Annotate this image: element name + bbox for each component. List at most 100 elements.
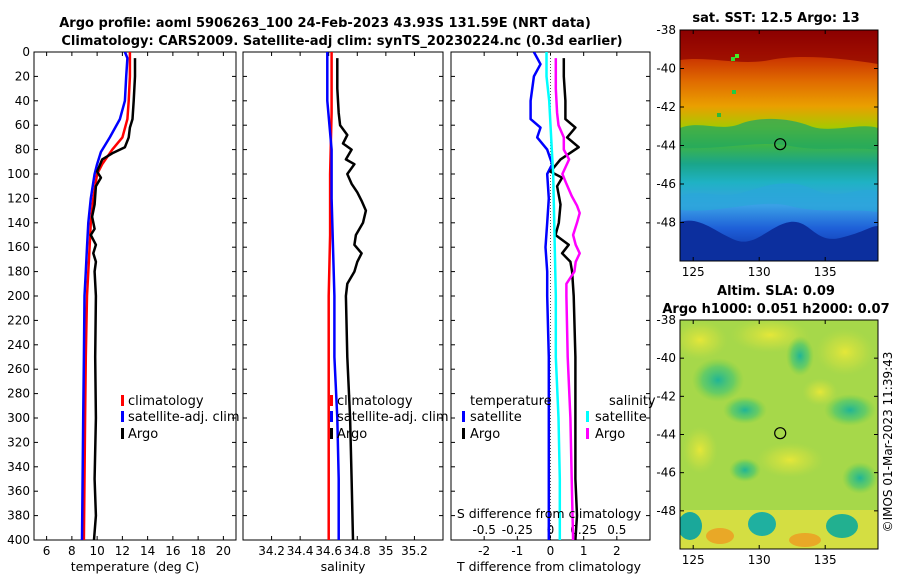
x-tick-label: -1 xyxy=(511,544,523,558)
x-tick-label: 34.8 xyxy=(344,544,371,558)
x-tick-label: -2 xyxy=(478,544,490,558)
top-x-tick-label: -0.25 xyxy=(502,523,533,537)
map-y-tick-label: -48 xyxy=(656,216,676,230)
y-tick-label: 360 xyxy=(7,484,30,498)
y-tick-label: 20 xyxy=(15,69,30,83)
series-line-satellite-adj-clim xyxy=(326,52,340,540)
top-x-tick-label: 0.5 xyxy=(607,523,626,537)
sla-blob xyxy=(692,358,744,402)
sla-blob xyxy=(815,328,875,376)
sla-blob xyxy=(826,514,858,538)
x-tick-label: 8 xyxy=(68,544,76,558)
legend-label: climatology xyxy=(128,394,204,409)
salinity-axes xyxy=(242,51,444,541)
sla-blob xyxy=(729,458,761,482)
map-y-tick-label: -38 xyxy=(656,313,676,327)
map-x-tick-label: 130 xyxy=(748,265,771,279)
x-tick-label: 14 xyxy=(140,544,155,558)
x-tick-label: 12 xyxy=(115,544,130,558)
figure-title-line2: Climatology: CARS2009. Satellite-adj cli… xyxy=(61,34,622,49)
y-tick-label: 140 xyxy=(7,216,30,230)
y-tick-label: 280 xyxy=(7,387,30,401)
series-line-temperature-argo xyxy=(549,58,580,540)
x-tick-label: 34.6 xyxy=(315,544,342,558)
y-tick-label: 160 xyxy=(7,240,30,254)
x-tick-label: 1 xyxy=(580,544,588,558)
map-y-tick-label: -44 xyxy=(656,428,676,442)
y-tick-label: 100 xyxy=(7,167,30,181)
map-y-tick-label: -42 xyxy=(656,389,676,403)
map-y-tick-label: -42 xyxy=(656,100,676,114)
map-y-tick-label: -40 xyxy=(656,62,676,76)
series-line-argo xyxy=(336,58,368,540)
x-tick-label: 10 xyxy=(89,544,104,558)
sla-blob xyxy=(824,394,876,426)
axis-ticks: 0204060801001201401601802002202402602803… xyxy=(7,45,650,558)
sla-blob xyxy=(682,426,718,474)
y-tick-label: 320 xyxy=(7,435,30,449)
map-y-tick-label: -46 xyxy=(656,466,676,480)
sst-warm-band xyxy=(680,30,878,64)
y-tick-label: 120 xyxy=(7,191,30,205)
sla-blob xyxy=(756,442,824,478)
legend-title-salinity: salinity xyxy=(609,394,656,409)
series-line-climatology xyxy=(82,52,132,540)
sla-map-title-line2: Argo h1000: 0.051 h2000: 0.07 xyxy=(662,302,889,317)
top-x-tick-label: -0.5 xyxy=(472,523,495,537)
legend-swatch-satellite xyxy=(121,411,124,422)
x-tick-label: 35 xyxy=(378,544,393,558)
sst-pixel xyxy=(735,54,739,58)
y-tick-label: 60 xyxy=(15,118,30,132)
x-tick-label: 34.4 xyxy=(287,544,314,558)
temperature-xlabel: temperature (deg C) xyxy=(71,559,200,574)
y-tick-label: 300 xyxy=(7,411,30,425)
sst-argo-marker xyxy=(774,138,787,151)
x-tick-label: 2 xyxy=(613,544,621,558)
map-y-tick-label: -40 xyxy=(656,351,676,365)
legend-swatch-temp-argo xyxy=(462,428,465,439)
map-x-tick-label: 135 xyxy=(814,553,837,567)
sst-heatmap xyxy=(680,30,878,261)
legend-label: satellite xyxy=(470,410,522,425)
legend-swatch-sal-argo xyxy=(586,428,589,439)
series-line-climatology xyxy=(327,52,333,540)
legend-swatch-argo xyxy=(121,428,124,439)
legend-label: Argo xyxy=(128,427,158,442)
temperature-legend: climatology satellite-adj. clim Argo xyxy=(121,394,240,442)
y-tick-label: 240 xyxy=(7,338,30,352)
y-tick-label: 80 xyxy=(15,143,30,157)
temperature-axes xyxy=(33,51,237,541)
x-tick-label: 34.2 xyxy=(258,544,285,558)
sla-map-ticks: -38 -40 -42 -44 -46 -48 125 130 135 xyxy=(656,313,878,567)
x-tick-label: 20 xyxy=(216,544,231,558)
y-tick-label: 340 xyxy=(7,460,30,474)
salinity-xlabel: salinity xyxy=(321,559,366,574)
x-tick-label: 35.2 xyxy=(401,544,428,558)
x-tick-label: 18 xyxy=(190,544,205,558)
sla-blob xyxy=(786,336,814,376)
series-line-salinity-argo xyxy=(554,58,581,540)
legend-label: satellite-adj. clim xyxy=(337,410,449,425)
sst-pixel xyxy=(732,90,736,94)
difference-xlabel: T difference from climatology xyxy=(456,559,642,574)
sla-blob xyxy=(748,512,776,536)
legend-title-temperature: temperature xyxy=(470,394,552,409)
legend-label: Argo xyxy=(337,427,367,442)
legend-label: Argo xyxy=(470,427,500,442)
legend-swatch-climatology xyxy=(121,395,124,406)
legend-swatch-argo xyxy=(330,428,333,439)
map-y-tick-label: -44 xyxy=(656,139,676,153)
y-tick-label: 260 xyxy=(7,362,30,376)
x-tick-label: 0 xyxy=(547,544,555,558)
difference-top-xlabel: S difference from climatology xyxy=(457,506,642,521)
x-tick-label: 6 xyxy=(43,544,51,558)
sla-map-title-line1: Altim. SLA: 0.09 xyxy=(717,284,835,299)
map-y-tick-label: -46 xyxy=(656,177,676,191)
y-tick-label: 200 xyxy=(7,289,30,303)
y-tick-label: 180 xyxy=(7,265,30,279)
x-tick-label: 16 xyxy=(165,544,180,558)
sla-blob xyxy=(789,533,821,547)
sla-blob xyxy=(723,396,767,424)
map-y-tick-label: -38 xyxy=(656,23,676,37)
